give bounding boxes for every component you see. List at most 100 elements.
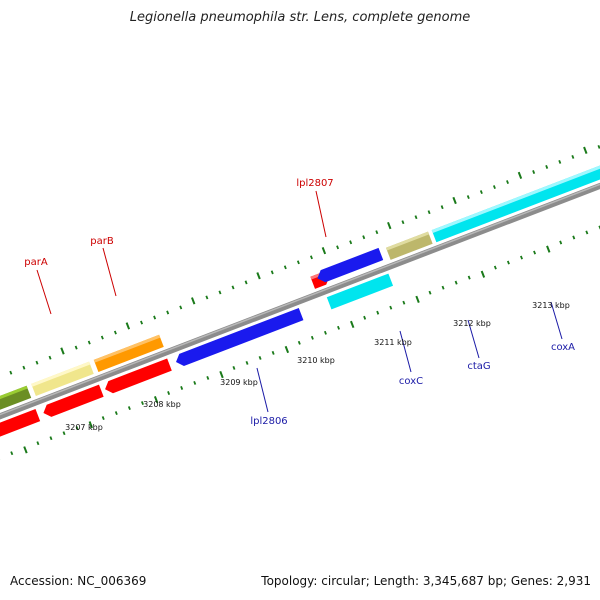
tick-mark: [206, 376, 210, 380]
map-title: Legionella pneumophila str. Lens, comple…: [129, 10, 471, 25]
gene-label-coxC: coxC: [399, 376, 423, 387]
tick-mark: [22, 365, 26, 370]
tick-mark: [9, 370, 13, 375]
tick-mark: [36, 441, 40, 446]
tick-mark: [414, 215, 418, 220]
tick-mark: [140, 401, 144, 406]
label-leader-line: [256, 367, 269, 413]
tick-mark: [440, 205, 444, 210]
forward-gene-parA[interactable]: [31, 361, 94, 397]
tick-mark: [125, 322, 131, 330]
tick-mark: [232, 365, 236, 370]
reverse-gene-blue-1[interactable]: [315, 247, 384, 285]
reverse-gene-red-1[interactable]: [0, 409, 41, 439]
gene-label-lpl2807: lpl2807: [296, 178, 333, 189]
tick-mark: [362, 235, 366, 240]
accession-value: NC_006369: [77, 574, 147, 588]
reverse-gene-red-3[interactable]: [103, 358, 172, 395]
tick-mark: [23, 446, 28, 454]
tick-mark: [467, 275, 471, 280]
tick-mark: [245, 360, 249, 365]
forward-gene-coxA-cyan[interactable]: [431, 158, 600, 243]
tick-mark: [296, 260, 300, 265]
tick-mark: [48, 355, 52, 360]
tick-mark: [376, 310, 380, 315]
tick-mark: [166, 310, 170, 315]
tick-mark: [88, 421, 94, 429]
scale-tick-label: 3210 kbp: [297, 356, 335, 365]
tick-mark: [219, 370, 224, 379]
tick-mark: [532, 170, 536, 174]
tick-mark: [572, 235, 576, 240]
reverse-gene-lpl2806[interactable]: [174, 307, 304, 368]
tick-mark: [10, 451, 14, 456]
tick-mark: [191, 297, 196, 305]
tick-mark: [270, 270, 274, 275]
tick-mark: [218, 290, 222, 295]
reverse-gene-coxC-cyan[interactable]: [326, 273, 394, 310]
accession-label: Accession:: [10, 574, 74, 588]
tick-mark: [402, 300, 406, 305]
tick-mark: [350, 320, 355, 329]
forward-gene-parB[interactable]: [93, 334, 164, 373]
tick-mark: [585, 230, 589, 235]
genome-summary: Topology: circular; Length: 3,345,687 bp…: [261, 574, 591, 588]
tick-mark: [49, 436, 53, 441]
tick-mark: [559, 240, 563, 245]
tick-mark: [283, 265, 287, 270]
label-leader-line: [467, 319, 480, 359]
tick-mark: [441, 285, 445, 290]
tick-mark: [480, 270, 486, 278]
tick-mark: [428, 290, 432, 295]
label-leader-line: [36, 269, 52, 315]
scale-tick-label: 3213 kbp: [532, 301, 570, 310]
tick-mark: [545, 165, 549, 169]
tick-mark: [583, 146, 588, 154]
forward-gene-khaki[interactable]: [385, 231, 433, 260]
tick-mark: [193, 381, 197, 385]
tick-mark: [558, 160, 562, 164]
length-value: 3,345,687 bp: [422, 574, 503, 588]
tick-mark: [336, 245, 340, 250]
tick-mark: [35, 360, 39, 365]
tick-mark: [597, 144, 600, 149]
tick-mark: [321, 247, 327, 255]
label-leader-line: [315, 190, 327, 238]
gene-label-lpl2806: lpl2806: [250, 416, 287, 427]
scale-tick-label: 3208 kbp: [143, 400, 181, 409]
tick-mark: [153, 396, 159, 404]
tick-mark: [349, 240, 353, 245]
label-leader-line: [550, 301, 563, 340]
tick-mark: [153, 315, 157, 320]
tick-mark: [271, 350, 275, 355]
tick-mark: [256, 272, 261, 280]
tick-mark: [284, 345, 290, 354]
tick-mark: [375, 230, 379, 235]
gene-label-parA: parA: [24, 257, 48, 268]
tick-mark: [571, 155, 575, 159]
tick-mark: [479, 190, 483, 195]
accession-info: Accession: NC_006369: [10, 574, 146, 588]
tick-mark: [114, 411, 118, 416]
gene-label-coxA: coxA: [551, 342, 575, 353]
tick-mark: [492, 185, 496, 190]
forward-tick-marks: [9, 144, 600, 375]
label-leader-line: [399, 330, 412, 373]
tick-mark: [297, 340, 301, 345]
tick-mark: [506, 260, 510, 265]
tick-mark: [87, 340, 91, 345]
tick-mark: [427, 210, 431, 215]
tick-mark: [127, 406, 131, 411]
tick-mark: [258, 355, 262, 360]
tick-mark: [179, 305, 183, 310]
tick-mark: [167, 391, 171, 395]
tick-mark: [309, 255, 313, 260]
tick-mark: [62, 431, 66, 436]
tick-mark: [517, 171, 523, 180]
tick-mark: [401, 220, 405, 225]
tick-mark: [415, 295, 420, 303]
tick-mark: [466, 195, 470, 200]
genes-value: 2,931: [556, 574, 591, 588]
forward-gene-olive[interactable]: [0, 385, 32, 416]
reverse-gene-red-2[interactable]: [41, 384, 104, 419]
